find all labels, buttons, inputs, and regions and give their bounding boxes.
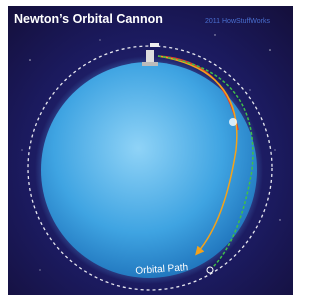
page: Newton’s Orbital Cannon 2011 HowStuffWor… — [0, 0, 299, 303]
title: Newton’s Orbital Cannon — [14, 12, 163, 26]
impact — [229, 118, 237, 126]
earth — [41, 62, 257, 278]
diagram: Newton’s Orbital Cannon 2011 HowStuffWor… — [0, 0, 299, 303]
credit: 2011 HowStuffWorks — [205, 18, 270, 25]
